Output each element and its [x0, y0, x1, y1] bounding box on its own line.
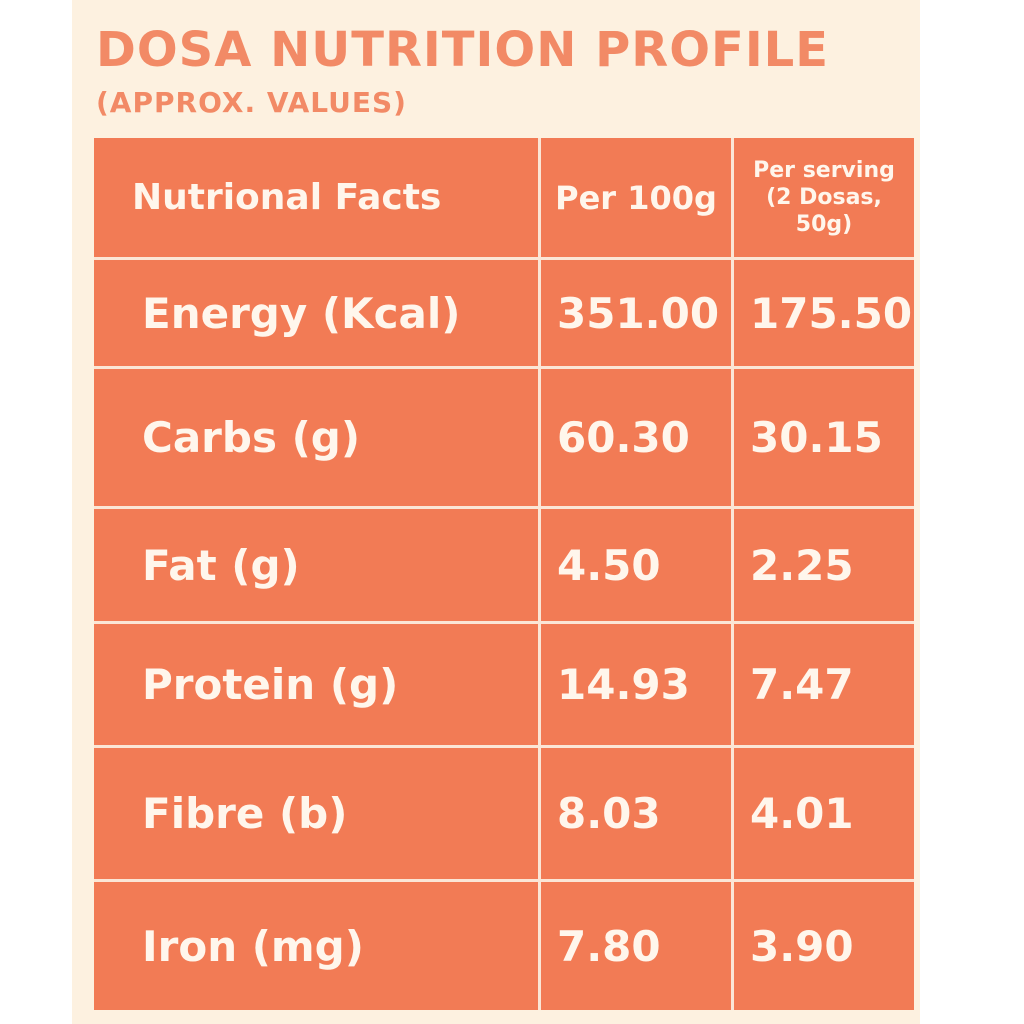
header-per-100g: Per 100g [555, 178, 717, 217]
value-per-100g: 7.80 [557, 921, 661, 971]
nutrient-label: Iron (mg) [142, 921, 364, 971]
nutrient-label: Energy (Kcal) [142, 288, 461, 338]
header-per-serving: Per serving (2 Dosas, 50g) [753, 158, 895, 237]
value-per-serving: 7.47 [750, 660, 854, 709]
value-per-100g: 14.93 [557, 660, 690, 709]
row-divider [94, 366, 914, 369]
row-divider [94, 745, 914, 748]
value-per-100g: 4.50 [557, 540, 661, 590]
value-per-serving: 3.90 [750, 921, 854, 971]
value-per-serving: 4.01 [750, 789, 854, 838]
nutrient-label: Protein (g) [142, 660, 399, 709]
column-divider [731, 138, 734, 1010]
row-divider [94, 506, 914, 509]
page-subtitle: (APPROX. VALUES) [96, 86, 407, 119]
value-per-100g: 351.00 [557, 288, 720, 338]
value-per-100g: 8.03 [557, 789, 661, 838]
row-divider [94, 257, 914, 260]
nutrient-label: Fat (g) [142, 540, 300, 590]
page-title: DOSA NUTRITION PROFILE [96, 22, 830, 78]
column-divider [538, 138, 541, 1010]
header-nutrional-facts: Nutrional Facts [132, 177, 442, 218]
value-per-100g: 60.30 [557, 413, 690, 462]
nutrition-table: Nutrional Facts Per 100g Per serving (2 … [94, 138, 914, 1010]
nutrient-label: Carbs (g) [142, 413, 361, 462]
value-per-serving: 30.15 [750, 413, 883, 462]
nutrient-label: Fibre (b) [142, 789, 348, 838]
row-divider [94, 621, 914, 624]
value-per-serving: 2.25 [750, 540, 854, 590]
row-divider [94, 879, 914, 882]
value-per-serving: 175.50 [750, 288, 913, 338]
